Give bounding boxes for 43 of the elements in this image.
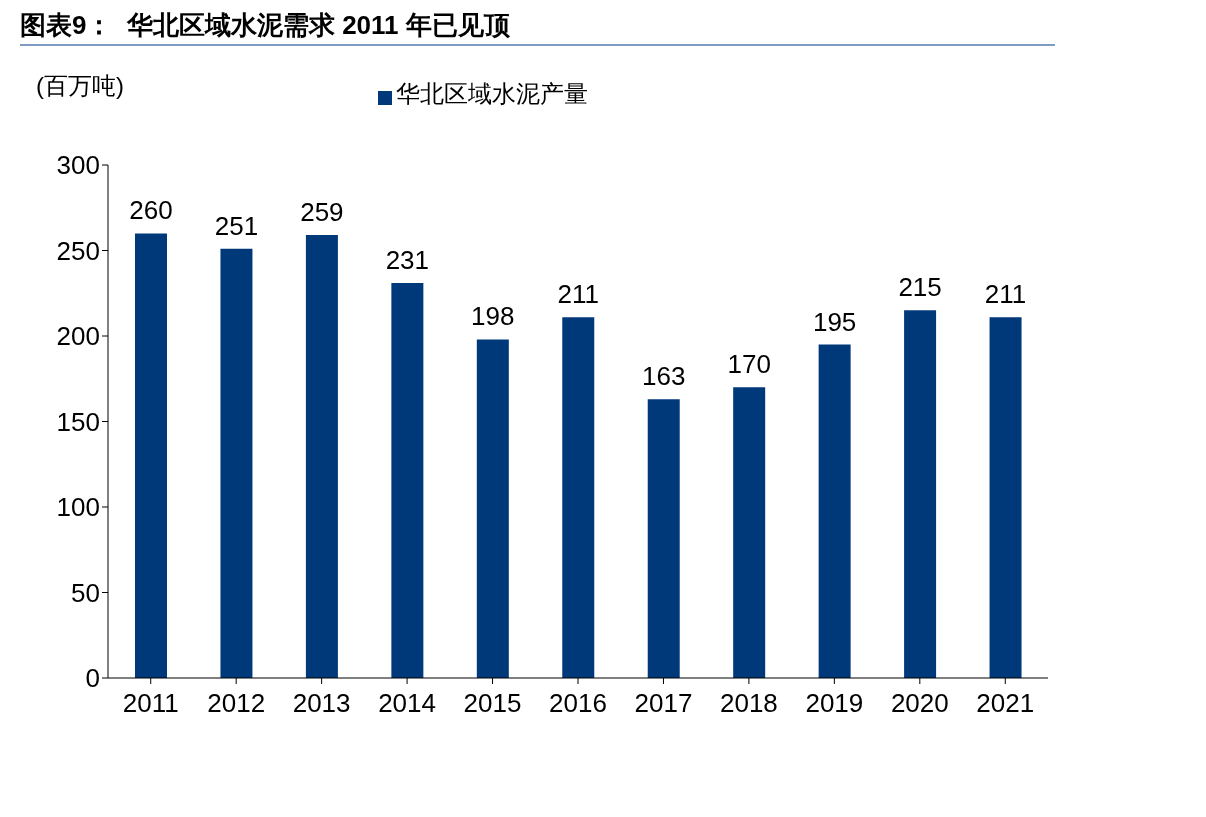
y-tick-label: 100 — [56, 492, 100, 523]
x-tick-label: 2021 — [976, 688, 1035, 719]
x-tick-label: 2019 — [805, 688, 864, 719]
bar — [476, 339, 509, 678]
bar — [220, 248, 253, 678]
bar — [818, 344, 851, 678]
data-label: 211 — [984, 279, 1027, 310]
x-tick-label: 2015 — [463, 688, 522, 719]
data-label: 195 — [812, 306, 857, 337]
y-tick-label: 200 — [56, 321, 100, 352]
x-tick-label: 2013 — [292, 688, 351, 719]
bar — [904, 310, 937, 678]
data-label: 211 — [557, 279, 599, 310]
x-tick-label: 2017 — [634, 688, 693, 719]
bar — [305, 235, 338, 678]
y-tick-label: 250 — [56, 235, 100, 266]
bar — [647, 399, 680, 678]
x-tick-label: 2011 — [122, 688, 179, 719]
x-tick-label: 2018 — [719, 688, 778, 719]
data-label: 251 — [214, 210, 259, 241]
data-label: 198 — [471, 301, 515, 332]
x-tick-label: 2014 — [378, 688, 437, 719]
legend-label: 华北区域水泥产量 — [396, 80, 588, 107]
data-label: 215 — [898, 272, 942, 303]
y-tick-label: 0 — [85, 663, 100, 694]
data-label: 163 — [642, 361, 686, 392]
data-label: 260 — [129, 195, 173, 226]
x-tick-label: 2012 — [207, 688, 266, 719]
bar — [135, 233, 167, 678]
bar — [562, 317, 595, 678]
bar — [391, 282, 424, 678]
y-tick-label: 150 — [56, 406, 100, 437]
data-label: 259 — [300, 197, 344, 228]
y-tick-label: 300 — [56, 150, 100, 181]
y-axis-title: (百万吨) — [36, 71, 124, 101]
bar — [733, 387, 766, 678]
y-tick-label: 50 — [71, 577, 100, 608]
bar — [989, 317, 1022, 678]
chart-title: 图表9： 华北区域水泥需求 2011 年已见顶 — [20, 8, 1055, 46]
x-tick-label: 2020 — [890, 688, 949, 719]
data-label: 231 — [385, 244, 430, 275]
data-label: 170 — [727, 349, 771, 380]
x-tick-label: 2016 — [549, 688, 607, 719]
